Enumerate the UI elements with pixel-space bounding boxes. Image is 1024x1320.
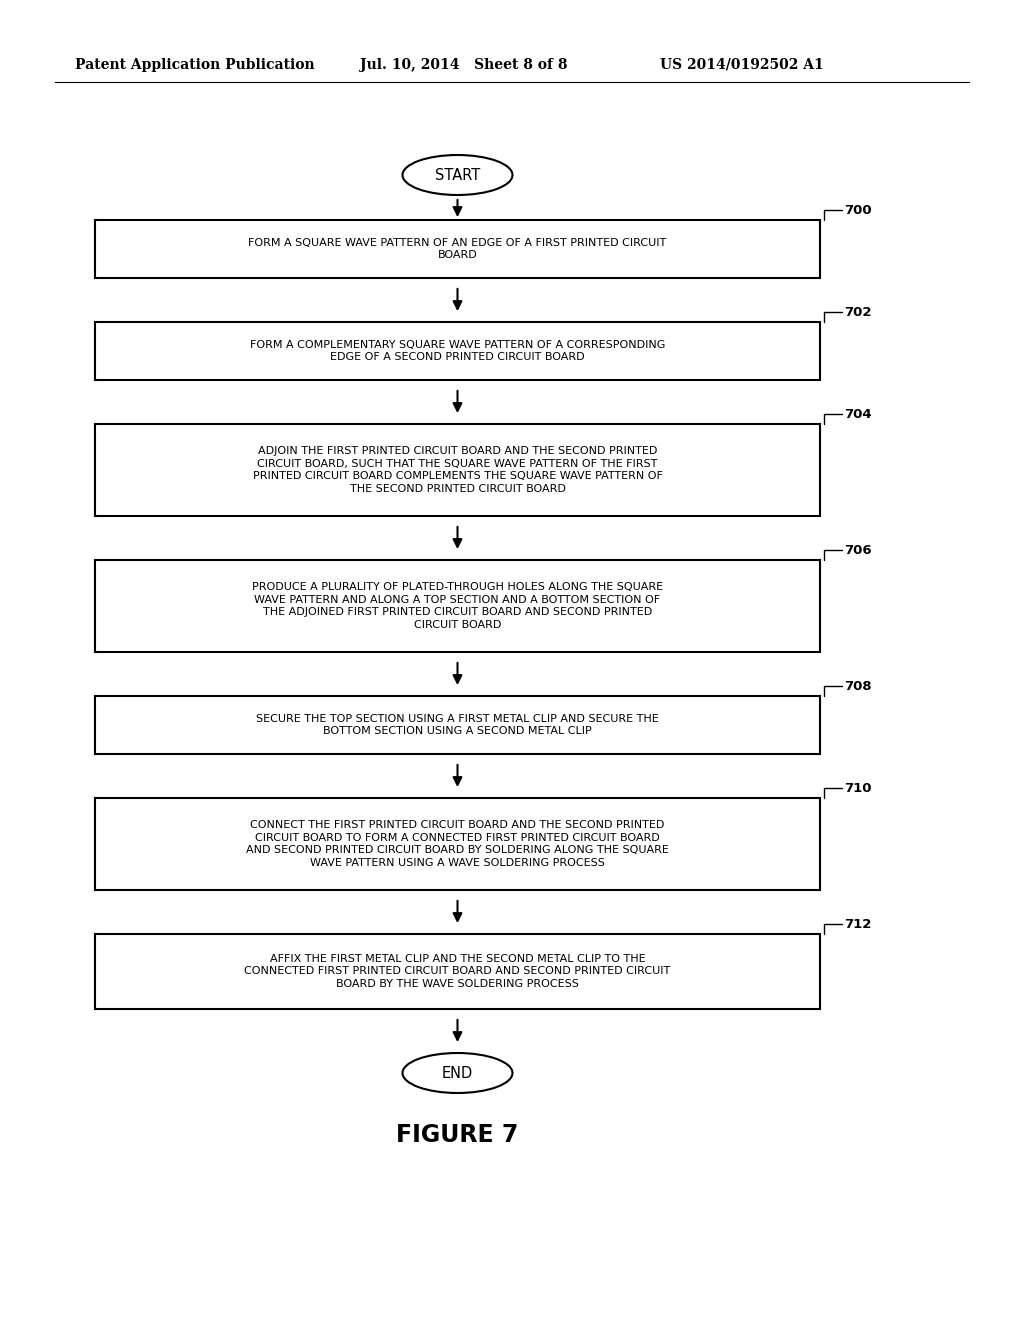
Bar: [95, 560, 820, 652]
Ellipse shape: [402, 1053, 512, 1093]
Text: 708: 708: [844, 681, 871, 693]
Text: 702: 702: [844, 306, 871, 319]
Text: 700: 700: [844, 205, 871, 218]
Text: FORM A COMPLEMENTARY SQUARE WAVE PATTERN OF A CORRESPONDING
EDGE OF A SECOND PRI: FORM A COMPLEMENTARY SQUARE WAVE PATTERN…: [250, 339, 666, 363]
Bar: [95, 696, 820, 754]
Text: FORM A SQUARE WAVE PATTERN OF AN EDGE OF A FIRST PRINTED CIRCUIT
BOARD: FORM A SQUARE WAVE PATTERN OF AN EDGE OF…: [249, 238, 667, 260]
Text: SECURE THE TOP SECTION USING A FIRST METAL CLIP AND SECURE THE
BOTTOM SECTION US: SECURE THE TOP SECTION USING A FIRST MET…: [256, 714, 658, 737]
Text: PRODUCE A PLURALITY OF PLATED-THROUGH HOLES ALONG THE SQUARE
WAVE PATTERN AND AL: PRODUCE A PLURALITY OF PLATED-THROUGH HO…: [252, 582, 664, 630]
Text: CONNECT THE FIRST PRINTED CIRCUIT BOARD AND THE SECOND PRINTED
CIRCUIT BOARD TO : CONNECT THE FIRST PRINTED CIRCUIT BOARD …: [246, 820, 669, 869]
Text: END: END: [442, 1065, 473, 1081]
Text: START: START: [435, 168, 480, 182]
Text: Jul. 10, 2014   Sheet 8 of 8: Jul. 10, 2014 Sheet 8 of 8: [360, 58, 567, 73]
Bar: [95, 220, 820, 279]
Text: 706: 706: [844, 544, 871, 557]
Text: FIGURE 7: FIGURE 7: [396, 1123, 519, 1147]
Bar: [95, 322, 820, 380]
Text: AFFIX THE FIRST METAL CLIP AND THE SECOND METAL CLIP TO THE
CONNECTED FIRST PRIN: AFFIX THE FIRST METAL CLIP AND THE SECON…: [245, 953, 671, 989]
Ellipse shape: [402, 154, 512, 195]
Bar: [95, 935, 820, 1008]
Text: 704: 704: [844, 408, 871, 421]
Text: Patent Application Publication: Patent Application Publication: [75, 58, 314, 73]
Text: US 2014/0192502 A1: US 2014/0192502 A1: [660, 58, 823, 73]
Text: 710: 710: [844, 783, 871, 796]
Bar: [95, 424, 820, 516]
Text: 712: 712: [844, 919, 871, 932]
Text: ADJOIN THE FIRST PRINTED CIRCUIT BOARD AND THE SECOND PRINTED
CIRCUIT BOARD, SUC: ADJOIN THE FIRST PRINTED CIRCUIT BOARD A…: [253, 446, 663, 494]
Bar: [95, 799, 820, 890]
